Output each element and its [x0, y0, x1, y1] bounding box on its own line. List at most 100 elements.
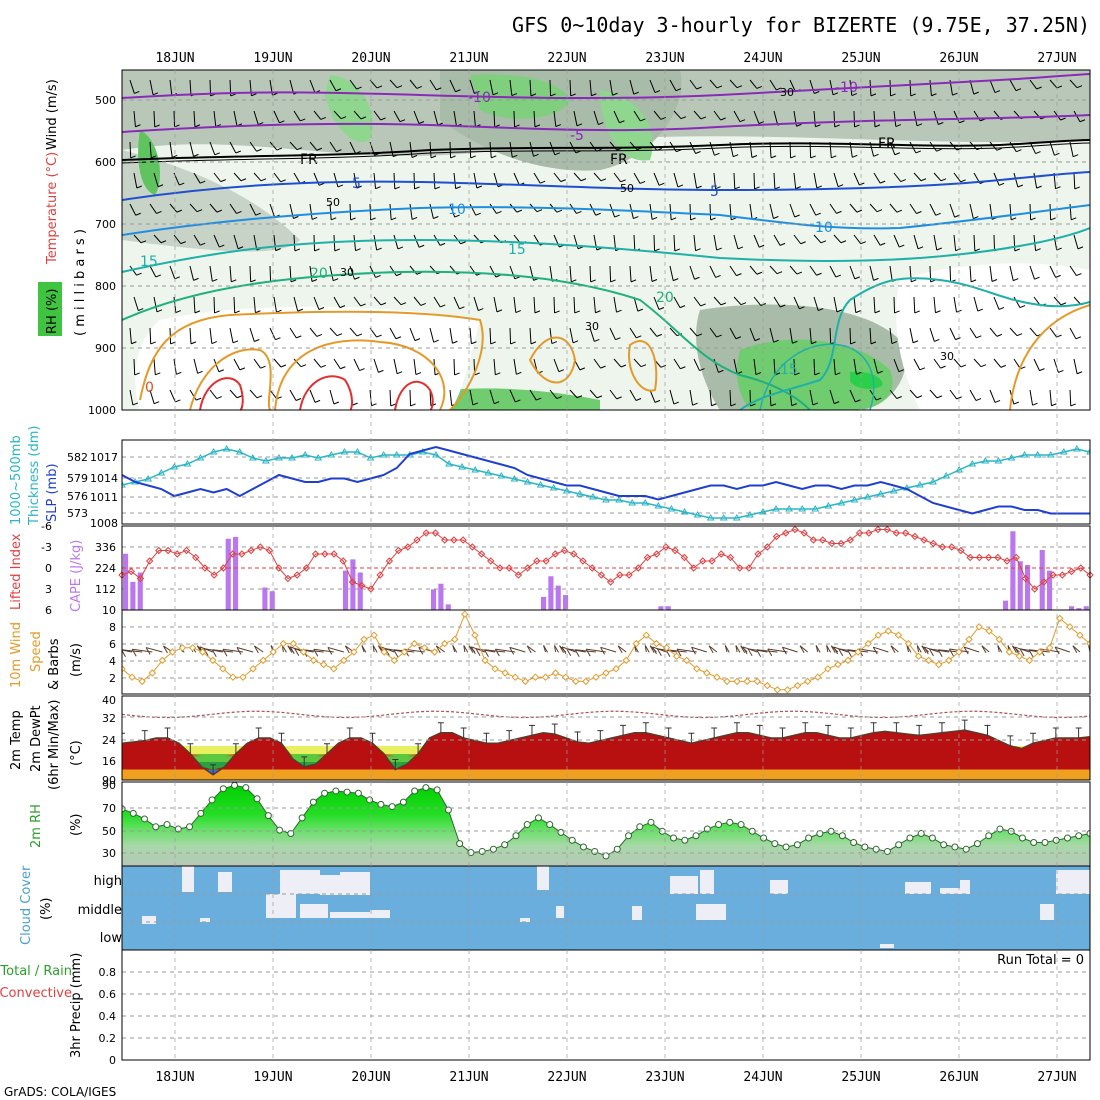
thickness-marker — [222, 445, 231, 452]
upper-wind-barb-flag — [434, 186, 441, 190]
upper-wind-barb-flag — [359, 368, 365, 372]
upper-wind-barb-flag — [677, 184, 684, 188]
upper-wind-barb-flag — [610, 279, 616, 283]
upper-wind-barb — [549, 265, 553, 282]
temperature-very-hot-area — [122, 730, 1090, 770]
cloud-level-label: middle — [78, 903, 122, 918]
upper-wind-barb-flag — [651, 216, 658, 220]
upper-wind-barb — [233, 296, 236, 313]
upper-wind-barb-flag — [197, 370, 203, 374]
bottom-date-label: 21JUN — [449, 1070, 488, 1085]
wind-marker — [1056, 614, 1064, 623]
rh-marker — [534, 814, 542, 822]
upper-wind-barb-flag — [1016, 333, 1023, 337]
upper-wind-barb — [569, 79, 572, 96]
upper-wind-barb-flag — [776, 271, 783, 275]
wind-barb-flag — [767, 648, 773, 657]
upper-wind-barb — [393, 296, 402, 306]
upper-wind-barb — [189, 79, 192, 96]
thickness-marker — [327, 451, 336, 458]
upper-wind-barb — [1049, 327, 1057, 338]
upper-wind-barb — [449, 203, 456, 218]
upper-wind-barb-flag — [390, 403, 396, 407]
upper-wind-barb — [273, 172, 282, 183]
upper-wind-barb — [829, 389, 835, 404]
upper-wind-barb-flag — [396, 85, 403, 89]
rh-marker — [625, 832, 633, 840]
upper-wind-barb — [613, 110, 620, 123]
upper-wind-barb-flag — [380, 302, 387, 306]
li-marker — [837, 539, 845, 548]
li-marker — [228, 550, 237, 558]
upper-wind-barb — [993, 296, 1000, 310]
wind-marker — [309, 656, 318, 665]
wind-marker — [229, 673, 237, 681]
li-marker — [800, 529, 808, 537]
cloud-cell — [960, 880, 970, 894]
total-rain-axis-label: Total / Rain — [0, 964, 72, 979]
upper-wind-barb-flag — [231, 279, 237, 283]
upper-wind-barb-flag — [716, 334, 722, 338]
cape-bar — [123, 553, 129, 610]
upper-wind-barb — [1033, 358, 1040, 371]
upper-wind-barb-flag — [1076, 371, 1083, 375]
rh-marker — [456, 840, 464, 848]
upper-wind-barb-flag — [514, 276, 520, 280]
li-marker — [782, 529, 790, 537]
upper-wind-barb — [149, 389, 155, 404]
wind-barb — [617, 645, 627, 653]
temp-tick: 16 — [102, 755, 116, 768]
rh-marker — [253, 795, 261, 803]
rh-marker — [219, 785, 227, 793]
upper-wind-barb — [833, 234, 842, 244]
upper-wind-barb — [869, 327, 872, 344]
li-marker — [754, 550, 762, 558]
upper-wind-barb — [669, 265, 674, 281]
upper-wind-barb — [353, 172, 358, 189]
upper-wind-barb-flag — [620, 179, 626, 183]
upper-wind-barb-flag — [739, 119, 746, 123]
wind-tick: 2 — [109, 672, 116, 685]
wind-barb-flag — [781, 646, 787, 655]
rh-marker — [1063, 834, 1071, 842]
thickness-marker — [432, 451, 440, 458]
contour-label: 5 — [352, 176, 361, 192]
wind-marker — [793, 681, 802, 690]
wind-marker — [410, 639, 419, 648]
wind-barb-flag — [916, 645, 922, 653]
upper-wind-barb — [249, 265, 252, 282]
rh-marker — [906, 834, 914, 842]
wind-barb-flag — [1028, 649, 1034, 658]
upper-wind-barb — [789, 327, 793, 344]
cloud-cell — [200, 918, 210, 922]
rh-marker — [613, 845, 621, 853]
wind-marker — [1066, 623, 1074, 631]
li-marker — [791, 525, 799, 534]
wind-barb-flag — [742, 646, 748, 655]
upper-wind-barb — [809, 265, 817, 276]
li-marker — [883, 525, 891, 534]
upper-wind-barb — [233, 110, 238, 126]
rh-marker — [715, 821, 723, 829]
thickness-marker — [981, 457, 990, 464]
upper-wind-barb-flag — [935, 212, 941, 216]
upper-wind-barb — [853, 358, 857, 375]
upper-wind-barb — [693, 110, 702, 120]
upper-wind-barb-flag — [214, 310, 220, 314]
upper-wind-barb-flag — [496, 309, 503, 313]
upper-wind-barb — [613, 172, 622, 183]
thickness-marker — [262, 457, 270, 464]
contour-label: 30 — [340, 266, 354, 279]
upper-wind-barb-flag — [300, 364, 307, 368]
wind-marker — [249, 665, 257, 673]
upper-wind-barb — [909, 389, 918, 399]
wind-marker — [572, 677, 580, 686]
rh-marker — [996, 825, 1004, 833]
panel-thickness-slp: 582 579 576 573 1017 1014 1011 1008 1000… — [9, 426, 1091, 530]
upper-wind-barb-flag — [711, 403, 717, 407]
wind-marker — [420, 644, 429, 652]
upper-wind-barb-flag — [852, 154, 858, 158]
upper-wind-barb-flag — [920, 178, 927, 182]
upper-wind-barb-flag — [1032, 402, 1038, 406]
upper-wind-barb-flag — [633, 91, 639, 95]
